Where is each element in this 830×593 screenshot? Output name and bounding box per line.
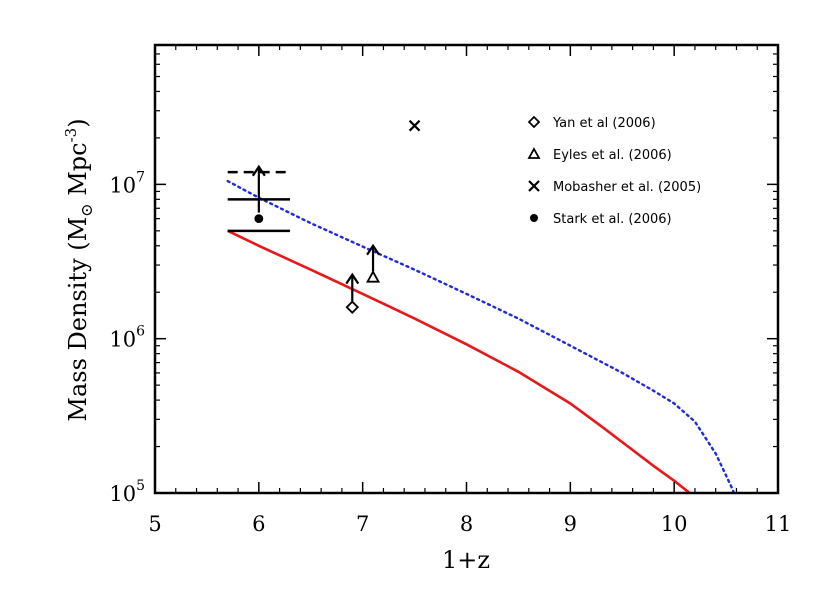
- y-tick-label: 107: [109, 169, 145, 197]
- x-tick-label: 10: [661, 512, 688, 536]
- dotted-model-curve: [226, 179, 736, 493]
- lower-limit-arrow: [251, 164, 266, 213]
- y-tick-label: 105: [109, 478, 145, 506]
- plot-frame: [153, 43, 780, 495]
- x-tick-label: 5: [148, 512, 161, 536]
- lower-limit-arrow: [366, 243, 380, 272]
- legend: Yan et al (2006) Eyles et al. (2006) Mobas…: [527, 115, 701, 227]
- y-axis-title: Mass Density (M⊙ Mpc-3): [62, 118, 96, 421]
- triangle-marker: [366, 269, 381, 283]
- x-tick-label: 7: [356, 512, 369, 536]
- model-curves: [226, 179, 736, 493]
- triangle-marker: [527, 147, 541, 159]
- axis-ticks: [154, 44, 779, 494]
- circle-marker: [530, 214, 538, 222]
- x-tick-label: 6: [252, 512, 265, 536]
- y-tick-label: 106: [109, 324, 145, 352]
- legend-label: Mobasher et al. (2005): [553, 180, 701, 195]
- legend-label: Yan et al (2006): [552, 116, 656, 131]
- diamond-marker: [527, 115, 541, 129]
- cross-marker: [528, 180, 540, 192]
- solid-model-curve: [227, 229, 692, 493]
- observations: [227, 119, 421, 314]
- x-tick-label: 11: [765, 512, 792, 536]
- x-tick-label: 8: [460, 512, 473, 536]
- diamond-marker: [345, 300, 360, 314]
- x-axis-title: 1+z: [442, 546, 490, 574]
- lower-limit-arrow: [345, 272, 360, 302]
- tick-labels: 5 6 7 8 9 10 11 105 106 107: [109, 169, 791, 536]
- legend-label: Stark et al. (2006): [553, 212, 672, 227]
- cross-marker: [408, 119, 421, 132]
- legend-label: Eyles et al. (2006): [553, 148, 672, 163]
- circle-marker: [254, 214, 264, 223]
- x-tick-label: 9: [564, 512, 577, 536]
